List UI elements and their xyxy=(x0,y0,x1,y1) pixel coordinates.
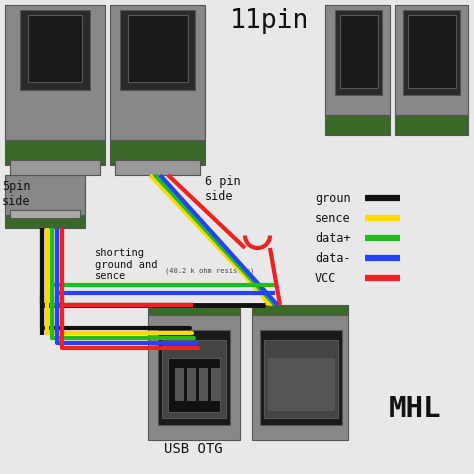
Bar xyxy=(211,368,219,400)
Bar xyxy=(408,15,456,88)
Bar xyxy=(5,5,105,140)
Bar xyxy=(340,15,378,88)
Bar xyxy=(395,5,468,115)
Bar xyxy=(20,10,90,90)
Bar xyxy=(268,358,334,410)
Bar xyxy=(168,358,220,412)
Text: MHL: MHL xyxy=(389,395,441,423)
Bar xyxy=(162,340,226,418)
Bar xyxy=(10,210,80,218)
Bar xyxy=(252,315,348,440)
Bar xyxy=(110,5,205,140)
Text: 6 pin
side: 6 pin side xyxy=(205,175,241,203)
Bar xyxy=(28,15,82,82)
Bar xyxy=(10,160,100,175)
Bar xyxy=(110,140,205,165)
Bar xyxy=(128,15,188,82)
Text: USB OTG: USB OTG xyxy=(164,442,222,456)
Bar xyxy=(252,305,348,315)
Bar xyxy=(335,10,382,95)
Bar xyxy=(325,5,390,115)
Text: (40.2 k ohm resistor): (40.2 k ohm resistor) xyxy=(165,268,254,274)
Bar xyxy=(199,368,207,400)
Bar xyxy=(187,368,195,400)
Bar xyxy=(260,330,342,425)
Bar xyxy=(403,10,460,95)
Text: 5pin
side: 5pin side xyxy=(2,180,30,208)
Bar xyxy=(175,368,183,400)
Text: data-: data- xyxy=(315,252,351,264)
Text: shorting
ground and
sence: shorting ground and sence xyxy=(95,248,157,281)
Text: data+: data+ xyxy=(315,231,351,245)
Bar xyxy=(264,340,338,418)
Bar xyxy=(158,330,230,425)
Bar xyxy=(5,215,85,228)
Bar xyxy=(5,140,105,165)
Bar xyxy=(120,10,195,90)
Text: VCC: VCC xyxy=(315,272,337,284)
Text: groun: groun xyxy=(315,191,351,204)
Text: sence: sence xyxy=(315,211,351,225)
Bar xyxy=(5,175,85,215)
Bar xyxy=(148,305,240,315)
Bar xyxy=(325,115,390,135)
Bar xyxy=(395,115,468,135)
Bar xyxy=(115,160,200,175)
Text: 11pin: 11pin xyxy=(230,8,310,34)
Bar xyxy=(148,315,240,440)
